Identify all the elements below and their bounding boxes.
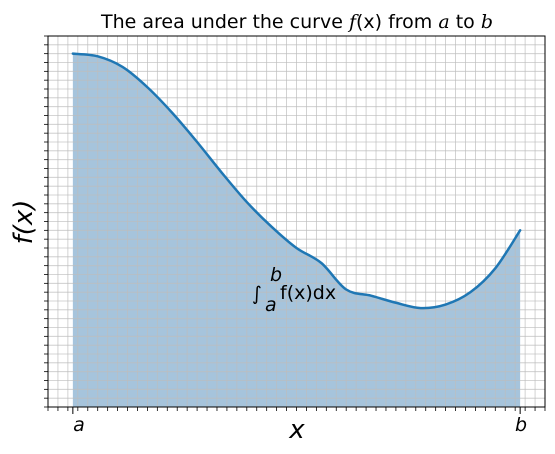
x-tick-label-b: b [515, 414, 527, 436]
integral-lower: a [265, 294, 277, 316]
title-fx-arg: (x) [356, 11, 382, 33]
plot-area [44, 36, 545, 414]
x-axis-label: x [288, 415, 305, 445]
title-b: b [481, 11, 493, 33]
title-to: to [450, 11, 481, 33]
integral-sign: ∫ [252, 283, 262, 305]
title-from: from [382, 11, 438, 33]
integral-body: f(x)dx [280, 282, 336, 304]
chart-title: The area under the curve f(x) from a to … [100, 11, 493, 33]
y-axis-label: f(x) [9, 200, 39, 245]
title-text: The area under the curve [100, 11, 349, 33]
x-tick-label-a: a [73, 414, 85, 436]
title-a: a [438, 11, 449, 33]
